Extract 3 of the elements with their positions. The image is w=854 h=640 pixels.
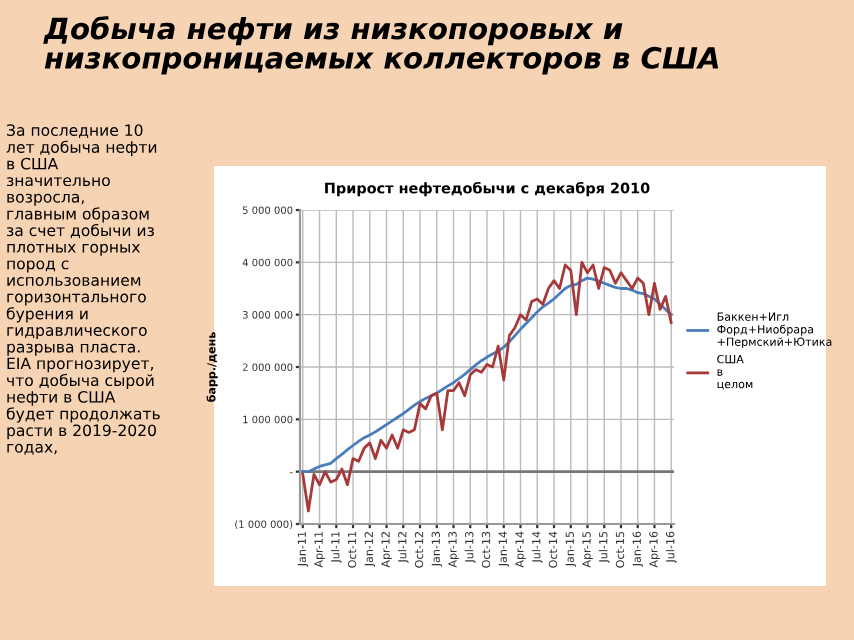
chart-title: Добыча нефти из низкопоровых и низкопроницаемых коллекторов в США bbox=[43, 16, 719, 75]
line-series bbox=[301, 276, 673, 474]
line-series bbox=[301, 260, 673, 513]
